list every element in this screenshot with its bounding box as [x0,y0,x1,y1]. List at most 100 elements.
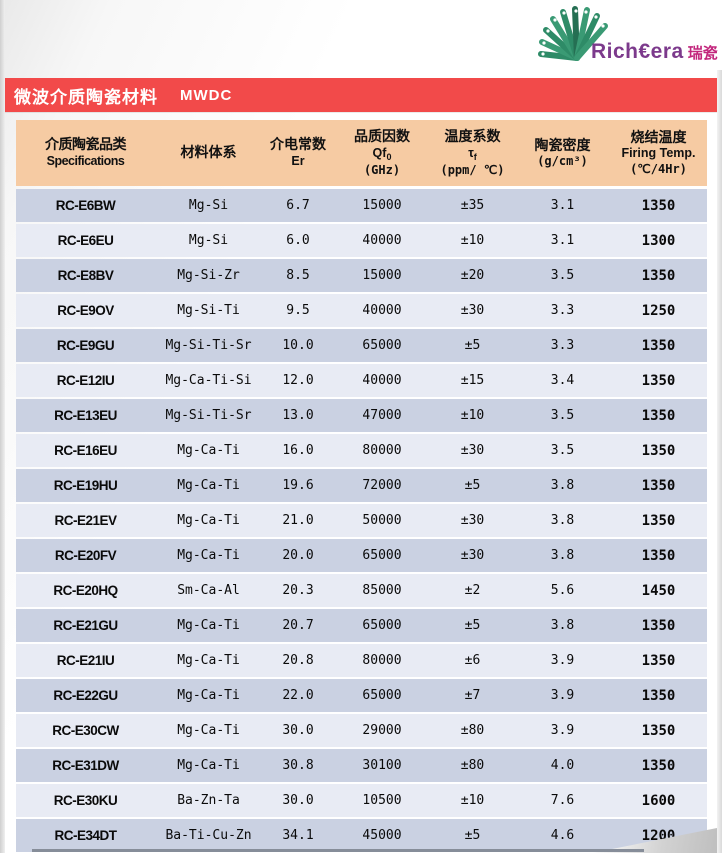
cell-er: 6.7 [286,198,310,213]
header-ceramic-density: 陶瓷密度 (g/cm³) [515,120,610,186]
cell-temperature-coefficient: ±30 [460,548,485,563]
page-right-edge-shade [717,70,722,853]
cell-material-system: Mg-Ca-Ti [177,758,240,773]
brand-name: Rich€era [591,40,684,63]
cell-specification: RC-E9OV [57,303,114,318]
table-row: RC-E6BW Mg-Si 6.7 15000 ±35 3.1 1350 [16,189,707,222]
fan-logo-icon [538,6,608,61]
header-material-system: 材料体系 [155,120,262,186]
cell-material-system: Ba-Ti-Cu-Zn [165,828,252,843]
cell-density: 3.8 [550,513,575,528]
cell-material-system: Mg-Ca-Ti [177,513,240,528]
brand-name-cn: 瑞瓷 [687,45,718,62]
cell-density: 3.4 [550,373,575,388]
table-row: RC-E8BV Mg-Si-Zr 8.5 15000 ±20 3.5 1350 [16,259,707,292]
cell-qf: 50000 [362,513,402,528]
table-body: RC-E6BW Mg-Si 6.7 15000 ±35 3.1 1350 RC-… [16,189,707,852]
header-tf-unit: (ppm/ ℃) [440,162,505,177]
cell-qf: 30100 [362,758,402,773]
cell-temperature-coefficient: ±20 [460,268,485,283]
cell-firing-temp: 1350 [641,512,676,529]
cell-qf: 65000 [362,548,402,563]
cell-material-system: Mg-Ca-Ti-Si [165,373,252,388]
cell-density: 3.5 [550,268,575,283]
banner-title-en: MWDC [180,86,233,104]
page-left-edge-shade [0,0,5,853]
header-tf-cn: 温度系数 [444,128,501,145]
cell-density: 7.6 [550,793,575,808]
cell-qf: 10500 [362,793,402,808]
cell-temperature-coefficient: ±7 [464,688,481,703]
cell-qf: 85000 [362,583,402,598]
cell-firing-temp: 1350 [641,477,676,494]
cell-temperature-coefficient: ±30 [460,303,485,318]
cell-firing-temp: 1350 [641,547,676,564]
header-specifications: 介质陶瓷品类 Specifications [16,120,155,186]
cell-density: 3.1 [550,198,575,213]
table-row: RC-E34DT Ba-Ti-Cu-Zn 34.1 45000 ±5 4.6 1… [16,819,707,852]
cell-specification: RC-E21IU [56,653,115,668]
cell-material-system: Mg-Si [188,233,229,248]
cell-density: 3.9 [550,723,575,738]
cell-material-system: Sm-Ca-Al [177,583,240,598]
cell-er: 20.7 [282,618,314,633]
header-spec-cn: 介质陶瓷品类 [45,136,127,153]
cell-temperature-coefficient: ±10 [460,408,485,423]
cell-density: 3.3 [550,338,575,353]
cell-er: 19.6 [282,478,314,493]
cell-er: 6.0 [286,233,310,248]
cell-er: 13.0 [282,408,314,423]
cell-temperature-coefficient: ±30 [460,513,485,528]
cell-specification: RC-E19HU [53,478,118,493]
cell-er: 30.8 [282,758,314,773]
cell-density: 3.8 [550,478,575,493]
header-density-unit: (g/cm³) [537,154,588,169]
header-dielectric-constant: 介电常数 Er [262,120,334,186]
cell-material-system: Mg-Ca-Ti [177,478,240,493]
cell-material-system: Mg-Ca-Ti [177,618,240,633]
table-row: RC-E31DW Mg-Ca-Ti 30.8 30100 ±80 4.0 135… [16,749,707,782]
cell-specification: RC-E20FV [54,548,117,563]
header-temperature-coefficient: 温度系数 τf (ppm/ ℃) [430,120,515,186]
cell-er: 30.0 [282,793,314,808]
richcera-logo: Rich€era 瑞瓷 [533,4,719,68]
cell-qf: 65000 [362,688,402,703]
table-row: RC-E20HQ Sm-Ca-Al 20.3 85000 ±2 5.6 1450 [16,574,707,607]
cell-specification: RC-E6EU [57,233,114,248]
cell-material-system: Mg-Si-Ti-Sr [165,408,252,423]
cell-firing-temp: 1350 [641,407,676,424]
table-header-row: 介质陶瓷品类 Specifications 材料体系 介电常数 Er 品质因数 … [16,120,707,186]
header-qf-cn: 品质因数 [354,128,410,145]
cell-density: 3.8 [550,618,575,633]
header-quality-factor: 品质因数 Qf0 (GHz) [334,120,430,186]
cell-material-system: Mg-Ca-Ti [177,723,240,738]
cell-temperature-coefficient: ±5 [464,828,481,843]
cell-qf: 40000 [362,373,402,388]
cell-qf: 40000 [362,303,402,318]
header-er-symbol: Er [291,153,305,168]
cell-er: 21.0 [282,513,314,528]
header-material-cn: 材料体系 [180,144,237,161]
cell-material-system: Mg-Si-Zr [177,268,240,283]
header-firing-unit: (℃/4Hr) [630,162,687,177]
cell-material-system: Mg-Ca-Ti [177,688,240,703]
cell-qf: 15000 [362,198,402,213]
cell-specification: RC-E22GU [53,688,118,703]
cell-density: 3.5 [550,443,575,458]
cell-er: 9.5 [286,303,310,318]
page-bottom-edge [32,849,644,852]
cell-temperature-coefficient: ±15 [460,373,485,388]
header-firing-temperature: 烧结温度 Firing Temp. (℃/4Hr) [610,120,707,186]
cell-density: 4.0 [550,758,575,773]
cell-temperature-coefficient: ±35 [460,198,485,213]
cell-firing-temp: 1350 [641,687,676,704]
mwdc-materials-table: 介质陶瓷品类 Specifications 材料体系 介电常数 Er 品质因数 … [16,120,707,854]
cell-material-system: Mg-Si-Ti [177,303,240,318]
cell-density: 3.5 [550,408,575,423]
cell-temperature-coefficient: ±5 [464,478,481,493]
cell-material-system: Mg-Ca-Ti [177,443,240,458]
cell-specification: RC-E20HQ [53,583,118,598]
cell-qf: 80000 [362,443,402,458]
cell-er: 8.5 [286,268,310,283]
header-tf-symbol: τf [468,145,477,162]
